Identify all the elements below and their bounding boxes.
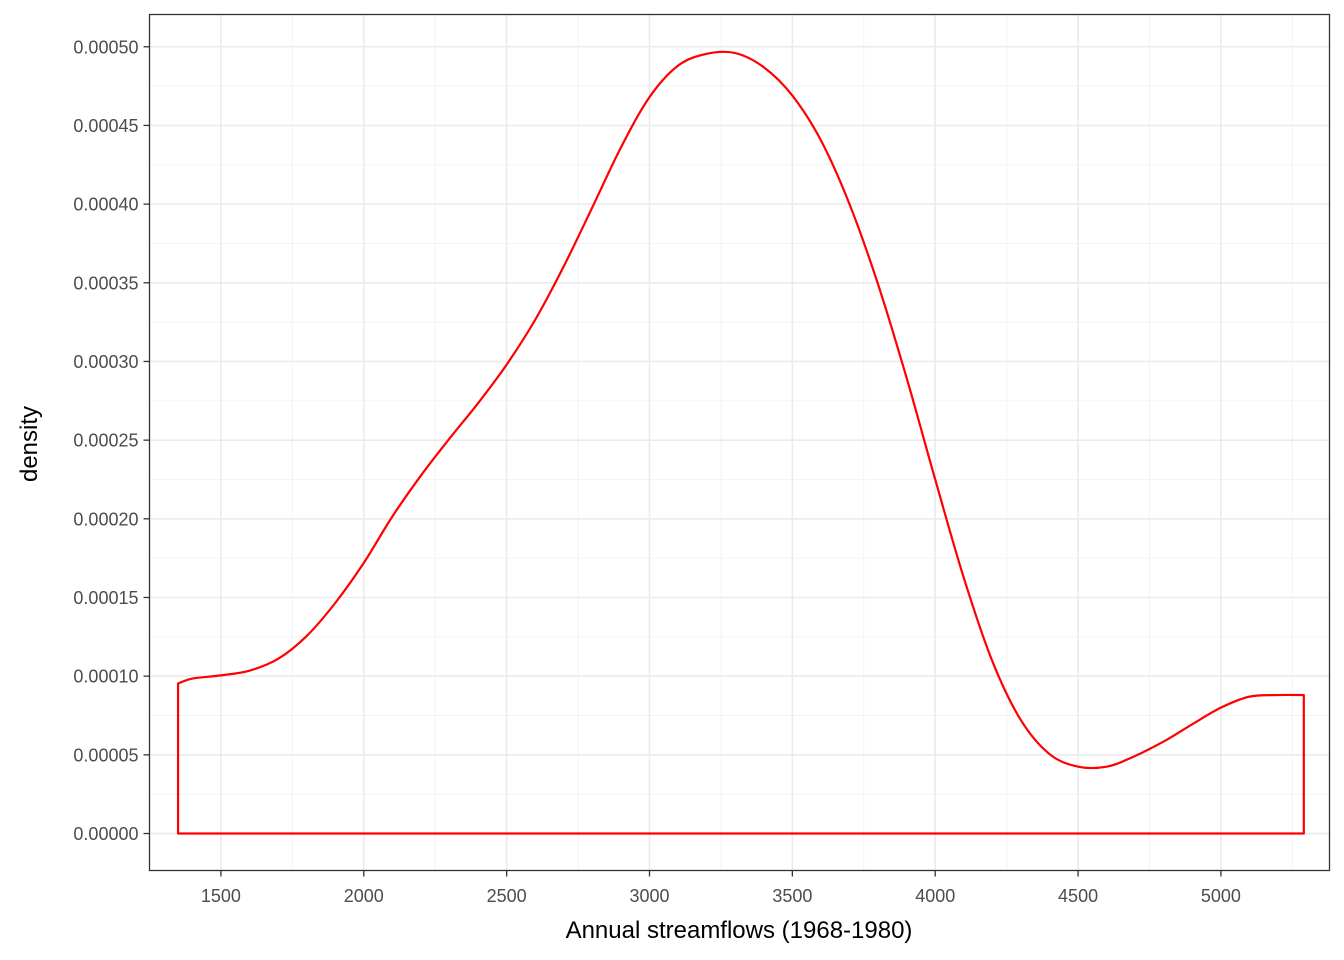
x-tick-label: 4000 (915, 886, 955, 906)
y-tick-label: 0.00035 (73, 273, 138, 293)
x-tick-label: 3000 (629, 886, 669, 906)
y-tick-label: 0.00030 (73, 352, 138, 372)
y-tick-label: 0.00010 (73, 667, 138, 687)
y-tick-label: 0.00000 (73, 824, 138, 844)
density-series-line (176, 50, 1305, 835)
grid-layer (149, 14, 1330, 871)
x-tick-label: 2000 (344, 886, 384, 906)
y-tick-label: 0.00050 (73, 37, 138, 57)
y-tick-label: 0.00040 (73, 195, 138, 215)
series-layer (176, 50, 1305, 835)
y-axis-title: density (16, 406, 43, 482)
y-tick-label: 0.00045 (73, 116, 138, 136)
ticks-layer (143, 46, 1222, 877)
x-tick-label: 3500 (772, 886, 812, 906)
x-tick-label: 4500 (1058, 886, 1098, 906)
y-tick-label: 0.00005 (73, 745, 138, 765)
x-tick-labels: 1500 2000 2500 3000 3500 4000 4500 5000 (201, 886, 1241, 906)
x-tick-label: 2500 (487, 886, 527, 906)
y-tick-label: 0.00020 (73, 509, 138, 529)
x-tick-label: 5000 (1201, 886, 1241, 906)
y-tick-labels: 0.00000 0.00005 0.00010 0.00015 0.00020 0.000… (73, 37, 138, 844)
x-tick-label: 1500 (201, 886, 241, 906)
panel-border (148, 13, 1331, 872)
y-tick-label: 0.00015 (73, 588, 138, 608)
y-tick-label: 0.00025 (73, 431, 138, 451)
x-axis-title: Annual streamflows (1968-1980) (566, 917, 913, 944)
